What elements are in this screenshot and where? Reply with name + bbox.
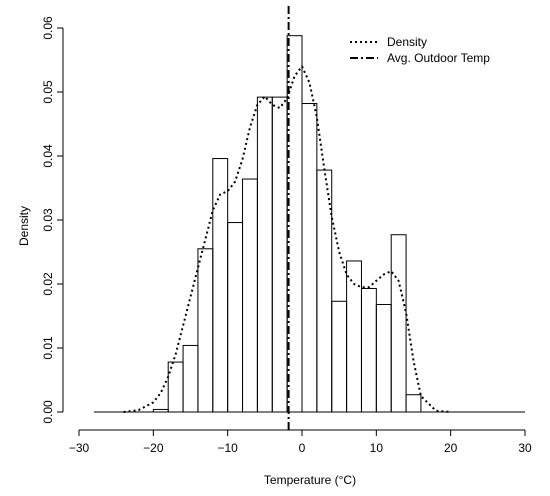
- x-tick-label: 0: [299, 441, 306, 455]
- legend-avg-temp-label: Avg. Outdoor Temp: [387, 51, 490, 65]
- histogram-bar: [390, 234, 407, 413]
- y-tick-label: 0.04: [41, 144, 55, 168]
- y-tick-label: 0.05: [41, 80, 55, 104]
- histogram-bar: [256, 96, 273, 413]
- legend: Density Avg. Outdoor Temp: [350, 35, 490, 65]
- y-axis-label: Density: [17, 206, 31, 246]
- x-tick-label: 20: [444, 441, 458, 455]
- bars-layer: [93, 35, 525, 413]
- histogram-bar: [167, 361, 184, 413]
- histogram-bar: [271, 96, 288, 413]
- x-tick-label: 10: [370, 441, 384, 455]
- histogram-bar: [182, 344, 199, 413]
- histogram-bar: [375, 303, 392, 413]
- histogram-bar: [152, 408, 169, 413]
- x-tick-label: 30: [518, 441, 532, 455]
- histogram-bar: [405, 394, 422, 413]
- x-tick-label: −10: [217, 441, 238, 455]
- y-tick-label: 0.06: [41, 16, 55, 40]
- histogram-bar: [301, 103, 318, 413]
- y-tick-label: 0.02: [41, 272, 55, 296]
- histogram-bar: [360, 287, 377, 413]
- histogram-bar: [331, 300, 348, 413]
- x-axis: −30 −20 −10 0 10 20 30: [69, 429, 532, 455]
- y-axis: 0.00 0.01 0.02 0.03 0.04 0.05 0.06: [41, 16, 64, 424]
- legend-density-label: Density: [387, 35, 427, 49]
- y-tick-label: 0.01: [41, 336, 55, 360]
- x-axis-label: Temperature (°C): [264, 473, 356, 487]
- y-tick-label: 0.03: [41, 208, 55, 232]
- x-tick-label: −20: [143, 441, 164, 455]
- histogram-bar: [316, 169, 333, 413]
- histogram-bar: [242, 178, 258, 413]
- y-tick-label: 0.00: [41, 400, 55, 424]
- histogram-bar: [227, 222, 244, 413]
- histogram-bar: [212, 158, 229, 413]
- histogram-bar: [197, 248, 214, 413]
- x-tick-label: −30: [69, 441, 90, 455]
